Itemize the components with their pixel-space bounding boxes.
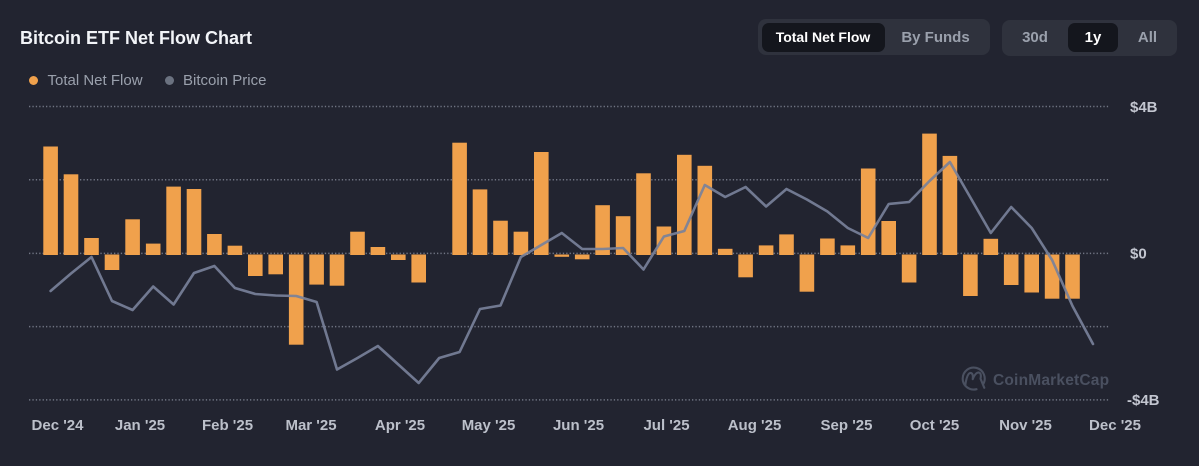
svg-text:$0: $0 — [1130, 246, 1147, 263]
svg-text:Dec '24: Dec '24 — [32, 417, 85, 434]
svg-text:Jun '25: Jun '25 — [553, 417, 604, 434]
svg-text:-$4B: -$4B — [1127, 392, 1160, 409]
svg-text:$4B: $4B — [1130, 99, 1158, 116]
svg-text:Feb '25: Feb '25 — [202, 417, 253, 434]
svg-text:Sep '25: Sep '25 — [821, 417, 873, 434]
svg-text:Jul '25: Jul '25 — [643, 417, 689, 434]
svg-text:Mar '25: Mar '25 — [285, 417, 336, 434]
svg-text:Nov '25: Nov '25 — [999, 417, 1052, 434]
svg-text:Oct '25: Oct '25 — [910, 417, 959, 434]
svg-text:May '25: May '25 — [462, 417, 516, 434]
svg-text:Aug '25: Aug '25 — [728, 417, 782, 434]
svg-text:CoinMarketCap: CoinMarketCap — [993, 372, 1109, 389]
svg-text:Jan '25: Jan '25 — [115, 417, 165, 434]
svg-text:Apr '25: Apr '25 — [375, 417, 425, 434]
svg-text:Dec '25: Dec '25 — [1089, 417, 1141, 434]
